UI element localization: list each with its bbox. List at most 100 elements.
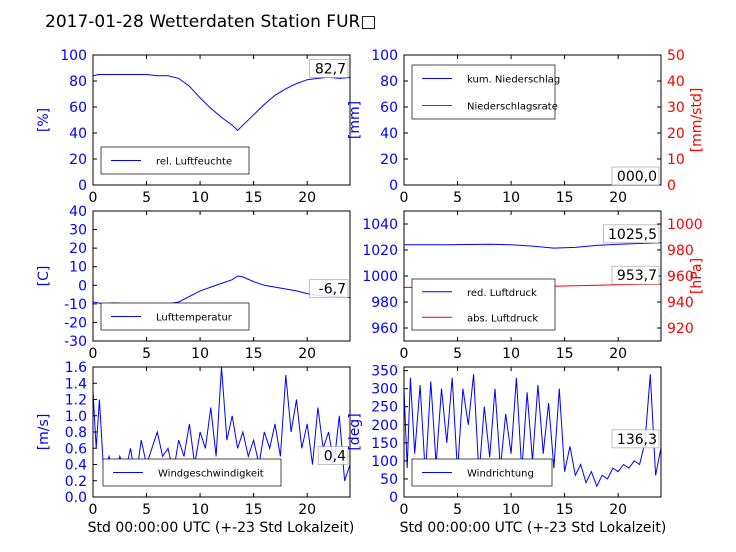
y-tick-label: -10 <box>64 297 87 313</box>
legend: rel. Luftfeuchte <box>100 146 250 175</box>
end-value-box <box>611 429 660 449</box>
legend-box <box>411 278 556 331</box>
x-tick-label: 0 <box>400 190 409 206</box>
x-tick-label: 0 <box>400 346 409 362</box>
x-tick-label: 10 <box>191 346 209 362</box>
y-tick-label: 0 <box>78 278 87 294</box>
y2-tick-label: 980 <box>667 243 694 259</box>
x-tick-label: 15 <box>556 346 574 362</box>
end-value-box <box>603 224 660 244</box>
end-value-box <box>611 166 660 186</box>
legend-label: Lufttemperatur <box>156 313 233 324</box>
y-tick-label: 0.0 <box>65 490 87 506</box>
y-tick-label: 0 <box>78 178 87 194</box>
x-tick-label: 5 <box>453 190 462 206</box>
panel-precipitation: 0 5 10 15 20 0 20 40 60 80 100 0 10 20 30 40 50 [mm] [mm/s… <box>347 48 705 206</box>
plot-frame <box>92 210 351 342</box>
y-tick-label: 980 <box>371 295 398 311</box>
y-tick-label: 60 <box>69 100 87 116</box>
y-axis-label: [C] <box>36 266 52 287</box>
y-axis-label: [deg] <box>347 413 363 450</box>
x-tick-label: 10 <box>191 502 209 518</box>
y-tick-label: 100 <box>60 48 87 64</box>
y-tick-label: 0.8 <box>65 425 87 441</box>
y-tick-label: 300 <box>371 382 398 398</box>
x-tick-label: 15 <box>556 502 574 518</box>
y-tick-label: 20 <box>380 152 398 168</box>
y-tick-label: 40 <box>69 204 87 220</box>
panel-temperature: 0 5 10 15 20 -30 -20 -10 0 10 20 30 40 [C] Lufttempera… <box>36 204 351 362</box>
legend-label: red. Luftdruck <box>467 288 537 299</box>
y-axis-label: [mm] <box>347 101 363 139</box>
x-tick-label: 5 <box>453 346 462 362</box>
x-axis-label-right: Std 00:00:00 UTC (+-23 Std Lokalzeit) <box>400 520 667 536</box>
end-value-box <box>309 59 349 78</box>
end-value-label: 0,4 <box>324 449 346 465</box>
y2-tick-label: 20 <box>667 126 685 142</box>
y-tick-label: 960 <box>371 321 398 337</box>
legend-box <box>411 64 556 120</box>
y2-axis-label: [hPa] <box>689 258 705 294</box>
x-tick-label: 20 <box>298 502 316 518</box>
panel-pressure: 0 5 10 15 20 960 980 1000 1020 1040 920 940 960 980 10… <box>362 210 705 362</box>
y-tick-label: 0 <box>389 490 398 506</box>
y-axis-label: [m/s] <box>36 414 52 451</box>
x-tick-label: 5 <box>142 190 151 206</box>
legend-label: kum. Niederschlag <box>467 75 560 86</box>
x-tick-label: 10 <box>191 190 209 206</box>
figure-title: 2017-01-28 Wetterdaten Station FUR□ <box>45 12 376 32</box>
x-tick-label: 0 <box>89 346 98 362</box>
y-tick-label: 20 <box>69 241 87 257</box>
x-tick-label: 15 <box>245 190 263 206</box>
x-axis-label-left: Std 00:00:00 UTC (+-23 Std Lokalzeit) <box>88 520 355 536</box>
x-tick-label: 20 <box>298 346 316 362</box>
y2-tick-label: 10 <box>667 152 685 168</box>
y-tick-label: 0 <box>389 178 398 194</box>
y2-tick-label: 960 <box>667 269 694 285</box>
x-tick-label: 5 <box>142 502 151 518</box>
legend-label: Windgeschwindigkeit <box>158 469 264 480</box>
x-tick-label: 20 <box>298 190 316 206</box>
x-tick-label: 15 <box>556 190 574 206</box>
y2-tick-label: 0 <box>667 178 676 194</box>
x-tick-label: 10 <box>502 190 520 206</box>
plot-frame <box>403 54 662 186</box>
y-tick-label: 1.4 <box>65 376 87 392</box>
y-tick-label: 0.6 <box>65 441 87 457</box>
legend-label: Windrichtung <box>467 469 534 480</box>
plot-frame <box>92 54 351 186</box>
series-line-windrichtung <box>404 374 661 488</box>
legend: Windgeschwindigkeit <box>102 458 282 487</box>
y-tick-label: 100 <box>371 454 398 470</box>
y2-tick-label: 940 <box>667 295 694 311</box>
y-tick-label: 60 <box>380 100 398 116</box>
panel-humidity: 0 5 10 15 20 0 20 40 60 80 100 [%] rel. Luftfeuchte 8… <box>36 48 351 206</box>
y-tick-label: 40 <box>69 126 87 142</box>
y2-tick-label: 40 <box>667 74 685 90</box>
y-tick-label: 1.6 <box>65 360 87 376</box>
x-tick-label: 5 <box>453 502 462 518</box>
y2-axis-label: [mm/std] <box>689 88 705 153</box>
y-tick-label: 10 <box>69 260 87 276</box>
y-tick-label: 100 <box>371 48 398 64</box>
x-tick-label: 0 <box>89 190 98 206</box>
x-tick-label: 10 <box>502 346 520 362</box>
end-value-label: 000,0 <box>617 169 657 185</box>
x-tick-label: 20 <box>609 190 627 206</box>
y-tick-label: 350 <box>371 364 398 380</box>
panel-wind-direction: 0 5 10 15 20050100150200250300350[deg]Windri… <box>347 364 662 518</box>
y-tick-label: 40 <box>380 126 398 142</box>
y-tick-label: 80 <box>69 74 87 90</box>
y-tick-label: 1000 <box>362 269 398 285</box>
x-tick-label: 15 <box>245 502 263 518</box>
y2-tick-label: 1000 <box>667 217 703 233</box>
end-value-label: 1025,5 <box>608 227 657 243</box>
y-tick-label: 250 <box>371 400 398 416</box>
y2-tick-label: 30 <box>667 100 685 116</box>
y-tick-label: 20 <box>69 152 87 168</box>
end-value-label: -6,7 <box>319 282 346 298</box>
plot-frame <box>403 366 662 498</box>
x-tick-label: 0 <box>89 502 98 518</box>
